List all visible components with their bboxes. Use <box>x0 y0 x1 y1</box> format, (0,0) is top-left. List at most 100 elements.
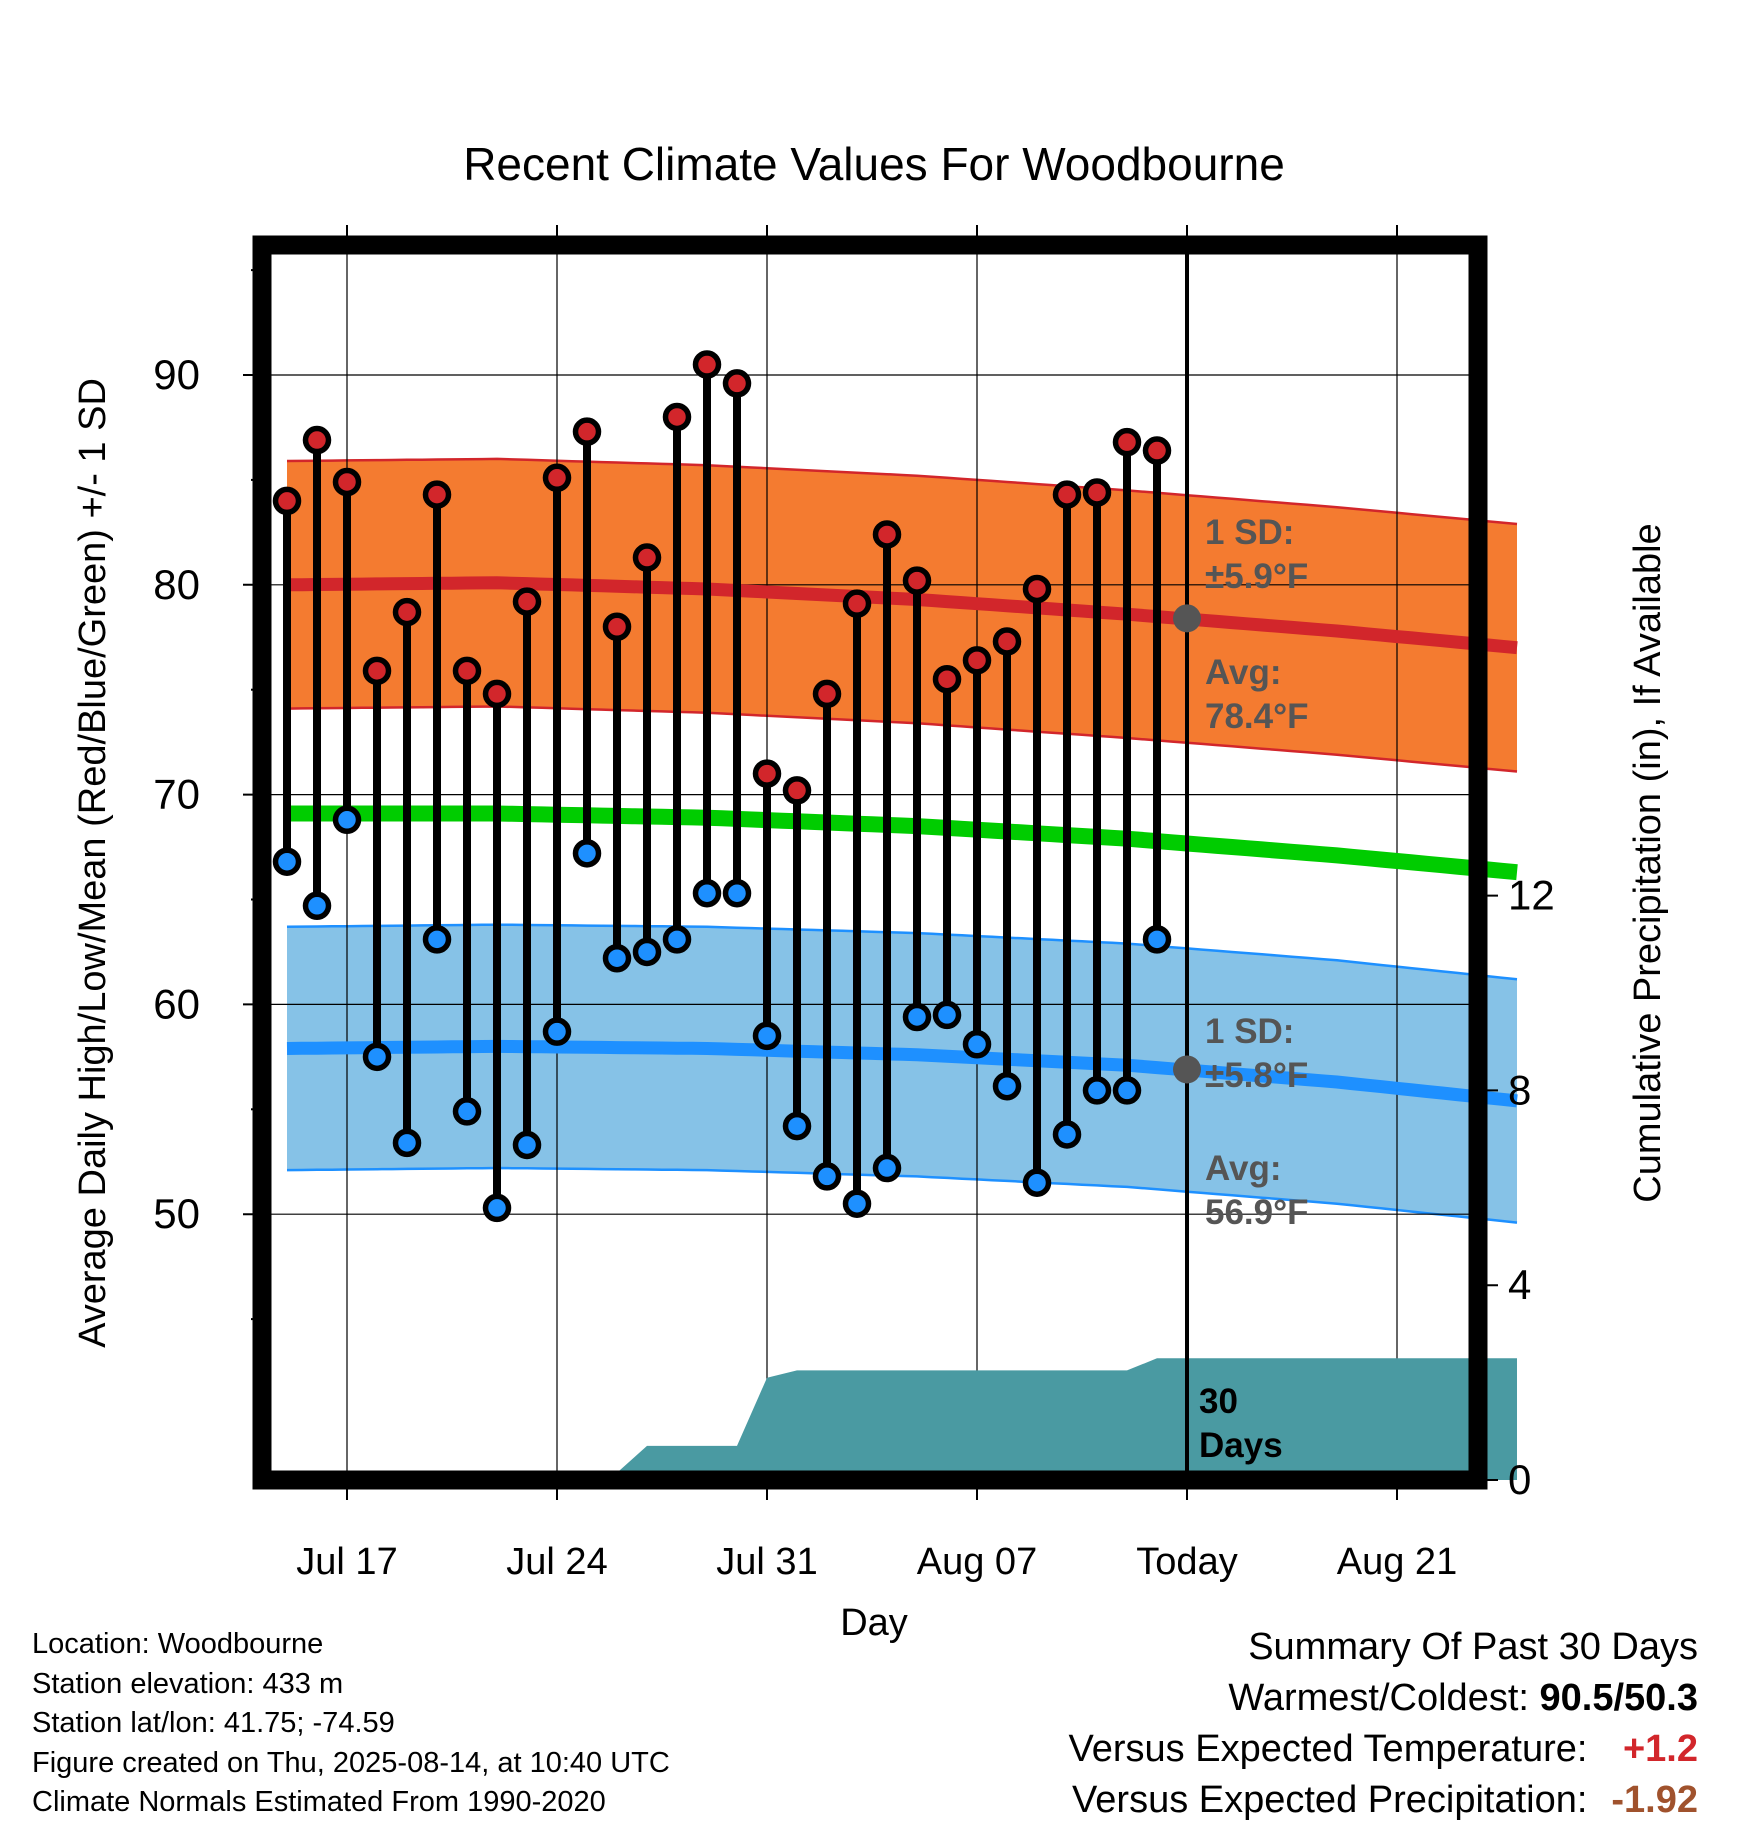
summary-panel: Summary Of Past 30 Days Warmest/Coldest:… <box>1069 1622 1698 1826</box>
daily-high-point <box>302 425 332 455</box>
daily-high-point <box>332 467 362 497</box>
daily-high-point <box>722 369 752 398</box>
high-avg-value: 78.4°F <box>1205 697 1309 736</box>
precip-area <box>287 1358 1517 1480</box>
warm-cold-label: Warmest/Coldest: <box>1228 1677 1529 1719</box>
precip-row: Versus Expected Precipitation: -1.92 <box>1069 1775 1698 1826</box>
daily-high-point <box>662 402 692 432</box>
y2-tick-label: 4 <box>1508 1261 1531 1308</box>
summary-heading: Summary Of Past 30 Days <box>1248 1626 1698 1668</box>
daily-low-point <box>692 878 722 908</box>
daily-low-point <box>482 1193 512 1223</box>
plot-frame <box>252 235 1488 1490</box>
y-axis-label: Average Daily High/Low/Mean (Red/Blue/Gr… <box>72 378 114 1348</box>
daily-low-point <box>332 805 362 835</box>
precip-value: -1.92 <box>1611 1779 1698 1821</box>
x-tick-label: Aug 21 <box>1337 1541 1457 1583</box>
y-tick-label: 70 <box>153 771 200 818</box>
daily-high-point <box>962 646 992 675</box>
daily-low-point <box>1112 1076 1142 1105</box>
daily-low-point <box>512 1130 542 1160</box>
x-tick-label: Jul 31 <box>716 1541 817 1583</box>
daily-high-point <box>482 679 512 709</box>
daily-high-point <box>602 612 632 642</box>
warm-cold-row: Warmest/Coldest: 90.5/50.3 <box>1069 1673 1698 1724</box>
daily-low-point <box>272 847 302 876</box>
daily-high-point <box>752 759 782 788</box>
normals-text: Climate Normals Estimated From 1990-2020 <box>32 1786 606 1818</box>
daily-low-point <box>662 925 692 954</box>
daily-low-point <box>1052 1120 1082 1149</box>
daily-low-point <box>722 878 752 908</box>
daily-high-point <box>872 520 902 549</box>
created-text: Figure created on Thu, 2025-08-14, at 10… <box>32 1746 670 1779</box>
daily-low-point <box>632 937 662 967</box>
daily-low-point <box>1142 925 1172 954</box>
warm-cold-value: 90.5/50.3 <box>1539 1677 1698 1719</box>
daily-high-point <box>992 627 1022 656</box>
daily-high-point <box>1052 480 1082 509</box>
precip-label: Versus Expected Precipitation: <box>1072 1779 1588 1821</box>
low-sd-label: 1 SD: <box>1205 1012 1294 1051</box>
daily-high-point <box>272 486 302 516</box>
daily-high-point <box>452 656 482 686</box>
daily-low-point <box>542 1017 572 1046</box>
daily-low-point <box>962 1030 992 1059</box>
daily-high-point <box>542 463 572 493</box>
daily-high-point <box>842 589 872 618</box>
daily-high-point <box>812 679 842 709</box>
today-avg-high-marker <box>1173 604 1201 633</box>
daily-low-point <box>752 1021 782 1051</box>
daily-high-point <box>572 417 602 446</box>
daily-low-point <box>602 943 632 973</box>
low-band-lower-edge <box>286 1166 1518 1224</box>
daily-low-point <box>842 1189 872 1218</box>
low-avg-value: 56.9°F <box>1205 1193 1309 1232</box>
daily-low-point <box>392 1128 422 1158</box>
x-tick-label: Jul 17 <box>296 1541 397 1583</box>
daily-high-point <box>692 350 722 379</box>
daily-high-point <box>512 587 542 616</box>
chart-title: Recent Climate Values For Woodbourne <box>463 138 1285 190</box>
low-avg-label: Avg: <box>1205 1149 1281 1188</box>
y2-axis-label: Cumulative Precipitation (in), If Availa… <box>1627 523 1669 1202</box>
daily-low-point <box>812 1162 842 1191</box>
daily-low-point <box>932 1000 962 1030</box>
x-tick-label: Jul 24 <box>506 1541 607 1583</box>
y2-tick-label: 0 <box>1508 1456 1531 1503</box>
daily-low-point <box>992 1071 1022 1101</box>
days-count-label: 30 <box>1199 1382 1238 1421</box>
y-tick-label: 80 <box>153 561 200 608</box>
daily-high-point <box>632 543 662 572</box>
daily-high-point <box>1112 427 1142 457</box>
daily-low-point <box>422 925 452 954</box>
daily-high-point <box>362 656 392 686</box>
x-axis-label: Day <box>840 1602 908 1644</box>
today-avg-low-marker <box>1173 1055 1201 1084</box>
y-tick-label: 50 <box>153 1190 200 1237</box>
daily-high-point <box>902 566 932 595</box>
daily-high-point <box>422 480 452 509</box>
elevation-text: Station elevation: 433 m <box>32 1667 344 1700</box>
x-tick-label: Today <box>1136 1541 1237 1583</box>
daily-low-point <box>452 1097 482 1126</box>
normal-high-line <box>286 576 1518 655</box>
low-band-upper-edge <box>286 923 1518 981</box>
temp-value: +1.2 <box>1622 1728 1698 1770</box>
daily-high-point <box>782 776 812 805</box>
daily-low-point <box>1082 1076 1112 1105</box>
high-avg-label: Avg: <box>1205 653 1281 692</box>
low-sd-band <box>287 924 1517 1223</box>
x-tick-label: Aug 07 <box>917 1541 1037 1583</box>
daily-high-point <box>1082 478 1112 507</box>
normal-low-line <box>286 1039 1518 1108</box>
daily-low-point <box>362 1042 392 1072</box>
temp-row: Versus Expected Temperature: +1.2 <box>1069 1724 1698 1775</box>
high-band-upper-edge <box>286 457 1518 526</box>
daily-high-point <box>932 664 962 694</box>
y2-tick-label: 12 <box>1508 872 1555 919</box>
high-sd-label: 1 SD: <box>1205 513 1294 552</box>
daily-low-point <box>902 1002 932 1032</box>
normal-mean-line <box>287 805 1518 881</box>
